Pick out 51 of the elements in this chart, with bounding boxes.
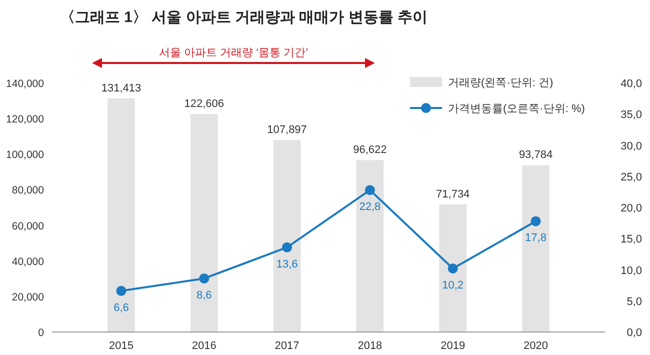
chart-title: 〈그래프 1〉 서울 아파트 거래량과 매매가 변동률 추이 (60, 9, 428, 26)
point (282, 242, 292, 252)
y-tick-label: 100,000 (6, 149, 44, 162)
x-tick-label: 2019 (440, 340, 466, 352)
data-label: 10,2 (442, 280, 464, 292)
y2-tick-label: 20,0 (620, 202, 642, 214)
data-label: 71,734 (436, 188, 470, 200)
point (448, 264, 458, 274)
data-label: 6,6 (114, 302, 129, 314)
y-tick-label: 40,000 (12, 256, 44, 268)
y-tick-label: 0 (38, 327, 44, 339)
data-label: 96,622 (353, 144, 387, 156)
point (530, 216, 541, 226)
y2-tick-label: 30,0 (620, 140, 642, 152)
y-tick-label: 120,000 (6, 114, 44, 126)
data-label: 93,784 (518, 149, 553, 162)
data-label: 13,6 (276, 258, 298, 270)
y2-tick-label: 35,0 (620, 109, 642, 122)
y2-tick-label: 0,0 (626, 327, 642, 339)
x-tick-label: 2016 (192, 340, 216, 352)
bar (273, 140, 301, 332)
y2-tick-label: 40,0 (620, 78, 642, 90)
x-tick-label: 2018 (358, 340, 382, 352)
bar (108, 98, 135, 332)
y-tick-label: 60,000 (12, 220, 44, 232)
bar (522, 165, 550, 332)
point (364, 185, 375, 196)
legend-label: 거래량(왼쪽·단위: 건) (448, 77, 554, 89)
legend-label: 가격변동률(오른쪽·단위: %) (448, 103, 585, 115)
data-label: 22,8 (359, 201, 381, 214)
text: 서울 아파트 거래량 ‘몸통 기간’ (158, 47, 308, 59)
point (199, 273, 210, 284)
y-tick-label: 80,000 (12, 184, 44, 197)
x-tick-label: 2020 (524, 340, 548, 352)
y-tick-label: 140,000 (6, 78, 44, 90)
data-label: 17,8 (525, 232, 546, 244)
x-tick-label: 2015 (108, 340, 134, 352)
y2-tick-label: 25,0 (620, 171, 642, 184)
point (116, 286, 126, 296)
y2-tick-label: 15,0 (620, 234, 642, 246)
data-label: 8,6 (196, 289, 212, 302)
data-label: 107,897 (267, 124, 307, 136)
bar (439, 204, 467, 332)
data-label: 122,606 (184, 98, 224, 110)
y2-tick-label: 5,0 (626, 296, 642, 308)
x-tick-label: 2017 (274, 340, 300, 352)
y-tick-label: 20,000 (12, 291, 44, 304)
bar (356, 160, 384, 332)
y2-tick-label: 10,0 (620, 264, 642, 277)
bar (190, 114, 218, 332)
data-label: 131,413 (101, 82, 142, 94)
